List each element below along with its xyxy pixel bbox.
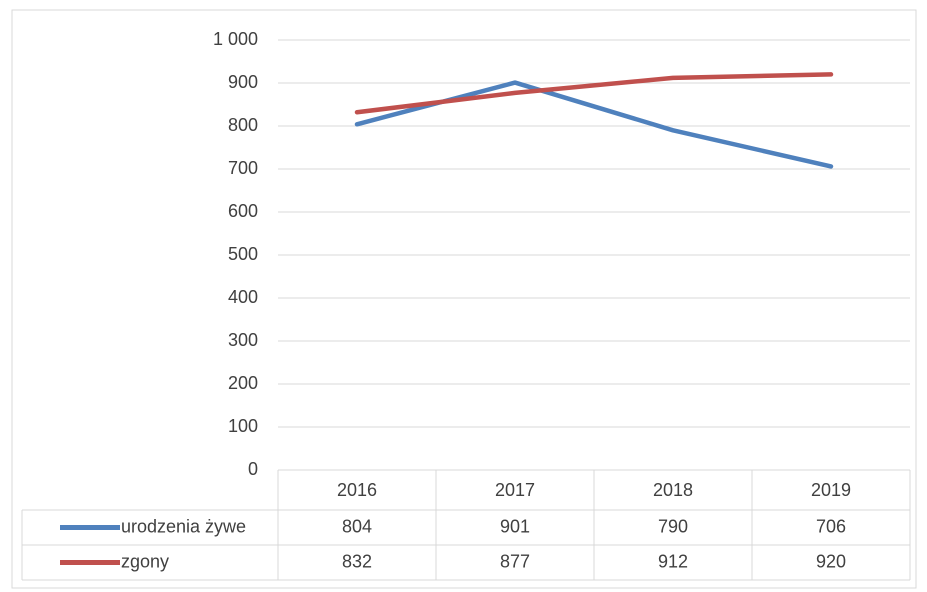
x-tick-label: 2016 bbox=[337, 480, 377, 500]
y-tick-label: 600 bbox=[228, 201, 258, 221]
y-tick-label: 300 bbox=[228, 330, 258, 350]
table-cell: 920 bbox=[816, 551, 846, 571]
table-cell: 912 bbox=[658, 551, 688, 571]
y-tick-label: 400 bbox=[228, 287, 258, 307]
x-tick-label: 2018 bbox=[653, 480, 693, 500]
y-tick-label: 500 bbox=[228, 244, 258, 264]
y-tick-label: 200 bbox=[228, 373, 258, 393]
y-tick-label: 100 bbox=[228, 416, 258, 436]
table-cell: 877 bbox=[500, 551, 530, 571]
table-cell: 832 bbox=[342, 551, 372, 571]
y-tick-label: 700 bbox=[228, 158, 258, 178]
chart-border bbox=[11, 9, 917, 589]
x-tick-label: 2019 bbox=[811, 480, 851, 500]
legend-label: urodzenia żywe bbox=[121, 516, 246, 536]
y-tick-label: 800 bbox=[228, 115, 258, 135]
table-cell: 804 bbox=[342, 516, 372, 536]
table-cell: 790 bbox=[658, 516, 688, 536]
y-tick-label: 1 000 bbox=[213, 29, 258, 49]
table-cell: 901 bbox=[500, 516, 530, 536]
series-line bbox=[354, 72, 834, 115]
y-tick-label: 0 bbox=[248, 459, 258, 479]
y-tick-label: 900 bbox=[228, 72, 258, 92]
table-cell: 706 bbox=[816, 516, 846, 536]
x-tick-label: 2017 bbox=[495, 480, 535, 500]
legend-label: zgony bbox=[121, 551, 169, 571]
